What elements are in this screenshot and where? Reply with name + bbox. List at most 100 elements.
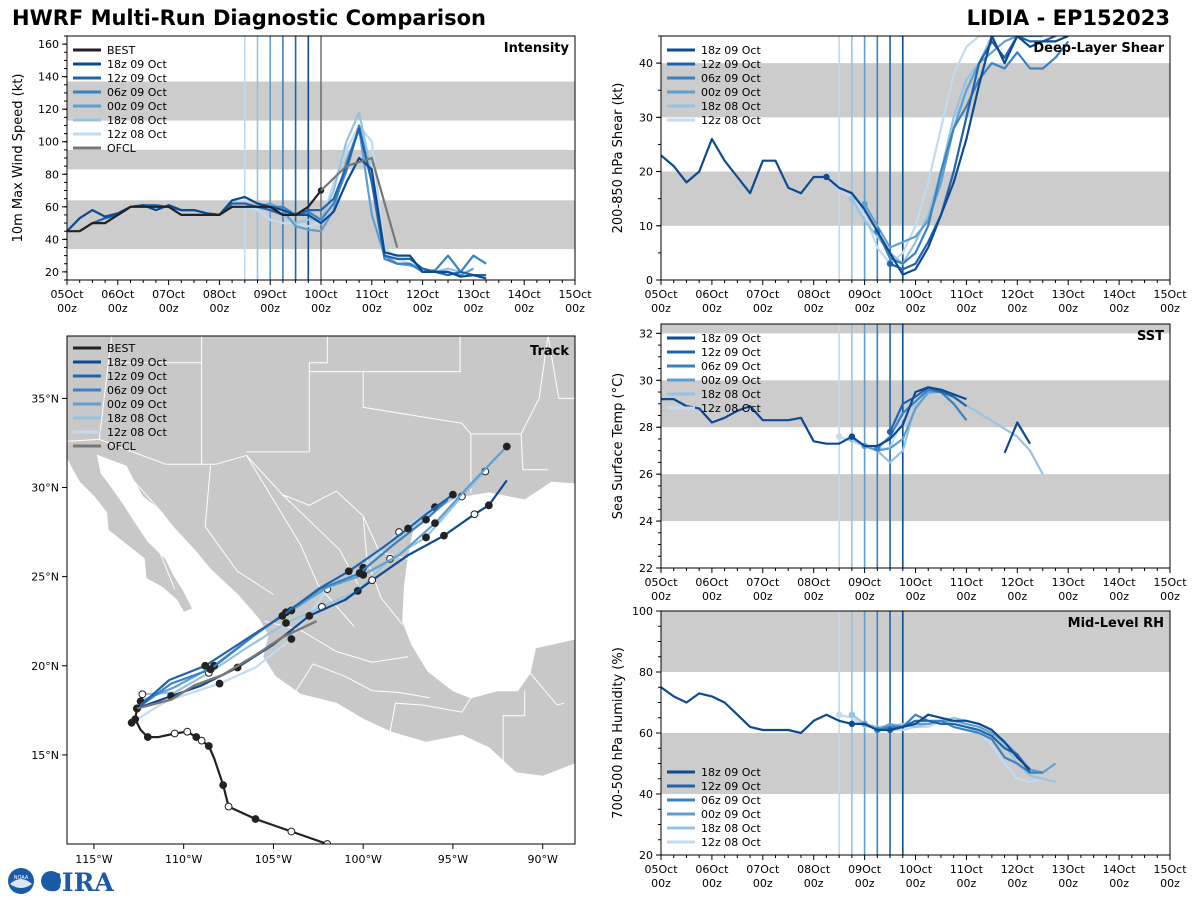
shear-series-1-start-marker: [886, 260, 894, 267]
sst-band-0: [661, 474, 1170, 522]
shear-legend-label: 18z 09 Oct: [701, 44, 761, 57]
rh-x-tick-label: 10Oct: [899, 863, 933, 876]
intensity-legend-label: 12z 08 Oct: [107, 128, 167, 141]
sst-x-tick-label: 00z: [1007, 590, 1027, 603]
track-best-point: [287, 827, 296, 836]
rh-x-tick-label: 00z: [1160, 877, 1180, 890]
track-series-4-point: [422, 533, 430, 542]
track-series-1-point: [201, 661, 210, 670]
track-panel: 115°W 110°W 105°W 100°W 95°W 90°W 15°N 20°N 25°N…: [31, 335, 576, 866]
sst-x-tick-label: 07Oct: [746, 576, 780, 589]
track-legend-label: 18z 09 Oct: [107, 356, 167, 369]
shear-band-0: [661, 171, 1170, 226]
track-x-tick-label: 115°W: [75, 853, 112, 866]
track-legend-label: 00z 09 Oct: [107, 398, 167, 411]
shear-y-tick-label: 20: [639, 166, 653, 179]
rh-series-4-start-marker: [848, 711, 856, 718]
shear-x-tick-label: 00z: [1109, 302, 1129, 315]
track-best-point: [192, 733, 201, 741]
shear-x-tick-label: 00z: [906, 302, 926, 315]
sst-panel: 05Oct00z06Oct00z07Oct00z08Oct00z09Oct00z…: [611, 323, 1187, 603]
state-border: [529, 672, 565, 706]
noaa-cira-logo: NOAA CIRA: [8, 868, 114, 896]
rh-x-tick-label: 08Oct: [797, 863, 831, 876]
intensity-y-tick-label: 100: [38, 136, 59, 149]
rh-x-tick-label: 06Oct: [695, 863, 729, 876]
shear-band-1: [661, 63, 1170, 118]
rh-x-tick-label: 15Oct: [1153, 863, 1187, 876]
shear-plot-area: [661, 36, 1170, 280]
rh-x-tick-label: 00z: [1058, 877, 1078, 890]
shear-y-tick-label: 0: [646, 274, 653, 287]
sst-legend-label: 06z 09 Oct: [701, 360, 761, 373]
sst-legend-label: 00z 09 Oct: [701, 374, 761, 387]
shear-x-tick-label: 00z: [1160, 302, 1180, 315]
track-best-point: [224, 802, 233, 811]
sst-x-tick-label: 05Oct: [644, 576, 678, 589]
track-y-tick-label: 25°N: [31, 571, 59, 584]
state-border: [204, 464, 274, 595]
track-y-tick-label: 20°N: [31, 660, 59, 673]
state-border: [308, 336, 328, 452]
state-border: [362, 371, 472, 435]
sst-x-tick-label: 09Oct: [848, 576, 882, 589]
shear-x-tick-label: 13Oct: [1052, 288, 1086, 301]
track-series-0-point: [440, 531, 448, 540]
track-series-0-point: [484, 501, 493, 510]
shear-legend-label: 00z 09 Oct: [701, 86, 761, 99]
track-axes-frame: [66, 335, 576, 845]
sst-x-tick-label: 11Oct: [950, 576, 984, 589]
rh-y-tick-label: 80: [639, 666, 653, 679]
track-x-tick-label: 105°W: [255, 853, 292, 866]
shear-x-tick-label: 05Oct: [644, 288, 678, 301]
track-series-2-point: [355, 569, 364, 577]
shear-series-1: [889, 36, 1056, 271]
shear-legend-label: 12z 08 Oct: [701, 114, 761, 127]
sst-x-tick-label: 00z: [855, 590, 875, 603]
intensity-x-tick-label: 00z: [311, 302, 331, 315]
shear-y-tick-label: 40: [639, 57, 653, 70]
intensity-y-axis-label: 10m Max Wind Speed (kt): [11, 74, 26, 243]
track-series-2-point: [206, 665, 215, 674]
track-series-5-point: [287, 635, 296, 643]
intensity-x-tick-label: 00z: [464, 302, 484, 315]
sst-x-tick-label: 00z: [906, 590, 926, 603]
track-series-3-point: [502, 442, 511, 451]
rh-x-tick-label: 00z: [702, 877, 722, 890]
intensity-best-track-line: [67, 189, 322, 233]
intensity-x-tick-label: 00z: [159, 302, 179, 315]
rh-legend-label: 18z 09 Oct: [701, 766, 761, 779]
rh-x-tick-label: 00z: [753, 877, 773, 890]
track-series-2-point: [422, 515, 430, 524]
track-x-tick-label: 110°W: [165, 853, 202, 866]
intensity-x-tick-label: 14Oct: [508, 288, 542, 301]
sst-x-tick-label: 00z: [702, 590, 722, 603]
shear-legend-label: 06z 09 Oct: [701, 72, 761, 85]
sst-y-tick-label: 32: [639, 327, 653, 340]
intensity-legend-label: 18z 08 Oct: [107, 114, 167, 127]
track-series-3-point: [431, 519, 439, 528]
state-border: [547, 336, 575, 399]
shear-x-tick-label: 08Oct: [797, 288, 831, 301]
state-border: [520, 336, 549, 435]
shear-y-tick-label: 30: [639, 111, 653, 124]
rh-x-tick-label: 00z: [906, 877, 926, 890]
rh-x-tick-label: 11Oct: [950, 863, 984, 876]
intensity-legend-label: OFCL: [107, 142, 137, 155]
rh-x-tick-label: 00z: [1109, 877, 1129, 890]
rh-x-tick-label: 09Oct: [848, 863, 882, 876]
track-x-tick-label: 90°W: [528, 853, 558, 866]
shear-x-tick-label: 00z: [1007, 302, 1027, 315]
track-ofcl-line: [136, 620, 318, 710]
intensity-x-tick-label: 00z: [108, 302, 128, 315]
rh-y-tick-label: 60: [639, 727, 653, 740]
rh-legend-label: 12z 08 Oct: [701, 836, 761, 849]
intensity-x-tick-label: 00z: [362, 302, 382, 315]
sst-x-tick-label: 14Oct: [1103, 576, 1137, 589]
track-series-0-line: [136, 479, 508, 710]
rh-panel-title: Mid-Level RH: [1068, 616, 1164, 631]
intensity-x-tick-label: 11Oct: [355, 288, 389, 301]
rh-series-1: [889, 719, 1031, 774]
sst-x-tick-label: 00z: [804, 590, 824, 603]
